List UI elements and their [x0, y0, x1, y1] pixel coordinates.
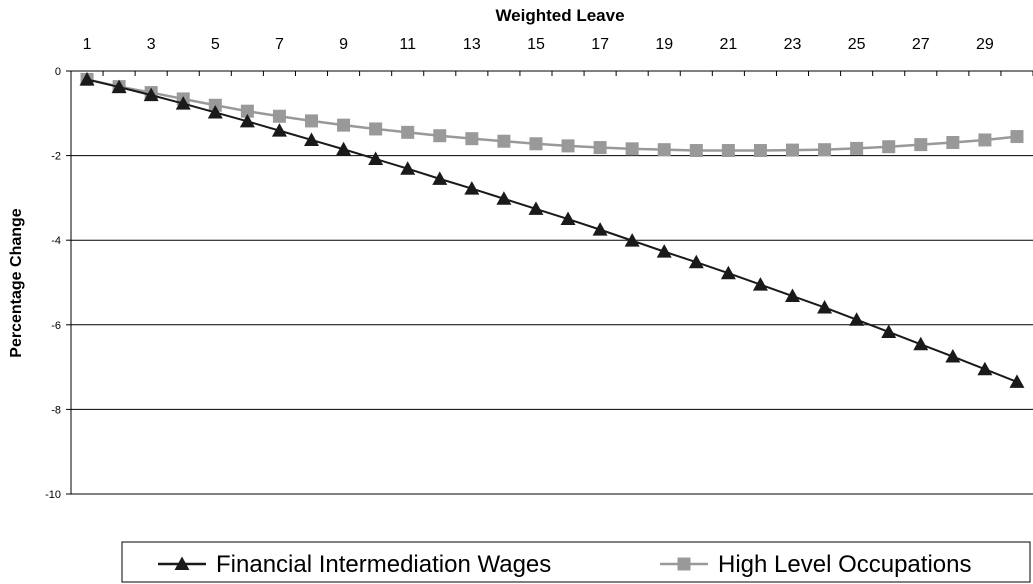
data-point — [79, 71, 95, 86]
data-point — [272, 109, 286, 123]
data-point — [336, 141, 352, 156]
y-tick-label: -6 — [51, 320, 61, 332]
x-tick-label: 1 — [83, 36, 92, 53]
y-tick-label: 0 — [55, 66, 61, 78]
data-point — [175, 96, 191, 110]
data-point — [239, 113, 255, 128]
data-point — [978, 133, 992, 147]
legend-marker — [677, 557, 691, 571]
x-tick-label: 7 — [275, 36, 284, 53]
y-tick-labels: 0 -2 -4 -6 -8 -10 — [45, 66, 61, 501]
data-point — [753, 144, 767, 158]
y-tick-label: -2 — [51, 151, 61, 163]
data-point — [529, 137, 543, 151]
data-point — [817, 299, 833, 314]
data-point — [977, 361, 993, 376]
y-axis-title: Percentage Change — [8, 208, 25, 357]
data-point — [369, 122, 383, 136]
data-point — [464, 181, 480, 195]
data-point — [1010, 130, 1024, 144]
data-point — [914, 138, 928, 152]
data-point — [592, 222, 608, 236]
legend-label: High Level Occupations — [718, 551, 971, 578]
x-tick-label: 29 — [976, 36, 994, 53]
data-point — [752, 277, 768, 291]
x-tick-label: 27 — [912, 36, 930, 53]
y-tick-label: -8 — [51, 404, 61, 416]
data-point — [688, 254, 704, 269]
data-point — [561, 139, 575, 153]
data-point — [337, 118, 351, 132]
data-point — [305, 114, 318, 128]
x-tick-label: 5 — [211, 36, 220, 53]
data-point — [111, 79, 127, 94]
data-point — [881, 324, 897, 338]
x-tick-label: 9 — [339, 36, 348, 53]
data-point — [625, 142, 639, 156]
x-tick-label: 21 — [719, 36, 737, 53]
data-point — [496, 191, 512, 205]
x-tick-label: 3 — [147, 36, 156, 53]
data-point — [850, 141, 864, 155]
x-tick-labels: 1 3 5 7 9 11 13 15 17 19 21 23 25 27 29 — [83, 36, 994, 53]
axes — [66, 70, 1033, 495]
data-point — [304, 132, 319, 146]
data-point — [945, 349, 961, 363]
data-point — [207, 104, 223, 119]
series-group — [79, 71, 1025, 388]
legend-box — [121, 541, 1031, 583]
data-point — [465, 132, 479, 146]
data-point — [560, 211, 576, 226]
data-point — [497, 134, 511, 148]
data-point — [720, 265, 736, 280]
legend-label: Financial Intermediation Wages — [216, 551, 551, 578]
data-point — [689, 144, 703, 158]
data-point — [432, 171, 448, 185]
data-point — [786, 143, 799, 157]
data-point — [433, 129, 447, 143]
x-tick-label: 23 — [784, 36, 802, 53]
data-point — [785, 288, 800, 303]
x-tick-label: 13 — [463, 36, 481, 53]
data-point — [1009, 374, 1025, 388]
series-line — [86, 78, 1018, 383]
data-point — [656, 244, 672, 258]
x-tick-label: 11 — [399, 36, 416, 53]
y-tick-label: -4 — [51, 235, 61, 247]
data-point — [946, 135, 960, 149]
data-point — [657, 143, 671, 157]
data-point — [240, 104, 254, 118]
data-point — [913, 336, 929, 351]
x-tick-label: 19 — [655, 36, 673, 53]
data-point — [401, 125, 415, 139]
series-financial-intermediation-wages — [79, 71, 1025, 388]
data-point — [849, 312, 865, 326]
x-tick-label: 15 — [527, 36, 545, 53]
data-point — [721, 144, 735, 158]
data-point — [818, 143, 832, 157]
data-point — [271, 123, 287, 137]
data-point — [400, 161, 416, 175]
x-tick-label: 25 — [848, 36, 866, 53]
data-point — [882, 140, 896, 154]
x-axis-title: Weighted Leave — [495, 6, 624, 25]
data-point — [593, 141, 607, 155]
y-tick-label: -10 — [45, 489, 61, 501]
data-point — [368, 151, 384, 165]
data-point — [143, 87, 159, 102]
legend-marker — [174, 556, 190, 570]
data-point — [624, 233, 640, 247]
gridlines — [71, 155, 1033, 495]
x-tick-label: 17 — [591, 36, 609, 53]
legend: Financial Intermediation Wages High Level… — [121, 541, 1031, 583]
data-point — [528, 201, 544, 215]
